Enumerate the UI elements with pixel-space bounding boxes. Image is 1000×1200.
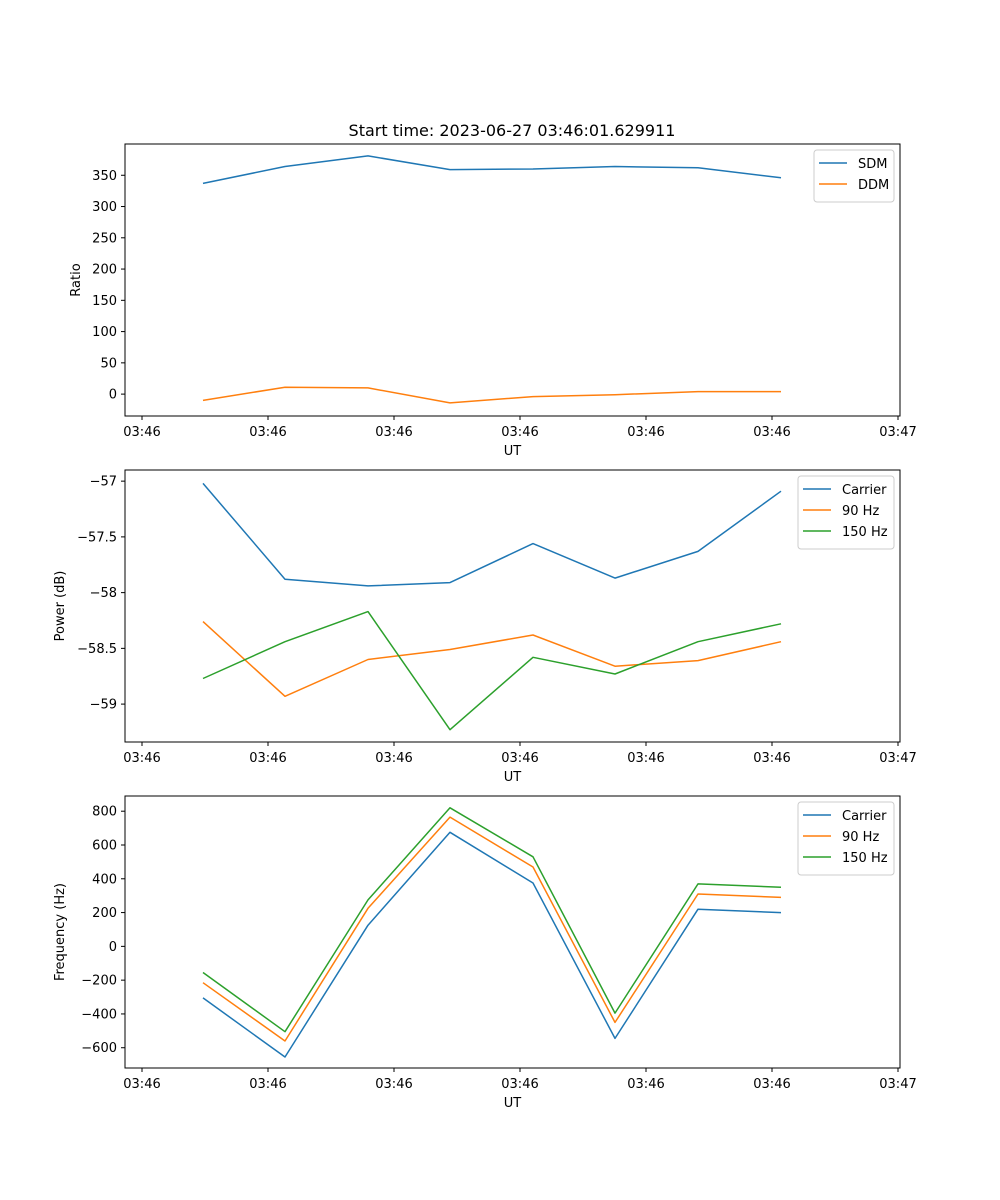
- y-tick-label: −58.5: [77, 642, 117, 657]
- legend: SDM DDM: [813, 149, 895, 203]
- y-axis-label: Ratio: [69, 263, 84, 296]
- x-tick-label: 03:47: [879, 1077, 916, 1092]
- series-line-ddm: [202, 386, 781, 404]
- x-tick-label: 03:46: [753, 751, 790, 766]
- y-tick-label: 200: [92, 263, 117, 278]
- y-tick-label: −57.5: [77, 530, 117, 545]
- x-tick-label: 03:46: [249, 425, 286, 440]
- y-tick-label: −200: [81, 974, 117, 989]
- x-tick-label: 03:46: [123, 1077, 160, 1092]
- x-tick-label: 03:46: [123, 751, 160, 766]
- x-tick-label: 03:47: [879, 751, 916, 766]
- plot-frame: [124, 469, 901, 743]
- x-tick-label: 03:46: [753, 1077, 790, 1092]
- y-tick-label: 50: [100, 356, 117, 371]
- y-tick-label: 200: [92, 906, 117, 921]
- charts-container: 03:46 03:46 03:46 03:46 03:46 03:46 03:47 0 50 10…: [53, 143, 917, 1111]
- plot-frame: [124, 143, 901, 417]
- legend-label: 150 Hz: [842, 525, 888, 540]
- legend: Carrier 90 Hz 150 Hz: [797, 801, 895, 876]
- x-tick-label: 03:46: [123, 425, 160, 440]
- series-line-150-hz: [202, 807, 782, 1033]
- chart-1: 03:46 03:46 03:46 03:46 03:46 03:46 03:47 0 50 10…: [69, 143, 917, 459]
- x-tick-label: 03:46: [627, 425, 664, 440]
- x-tick-label: 03:46: [753, 425, 790, 440]
- x-tick-label: 03:46: [501, 425, 538, 440]
- y-tick-label: −600: [81, 1041, 117, 1056]
- x-tick-label: 03:46: [627, 751, 664, 766]
- legend-label: 90 Hz: [842, 830, 879, 845]
- series-line-sdm: [202, 155, 782, 185]
- series-line-90-hz: [202, 621, 782, 698]
- y-tick-label: −58: [90, 586, 117, 601]
- x-axis-label: UT: [504, 1096, 522, 1111]
- y-tick-label: 0: [109, 388, 117, 403]
- y-tick-label: −57: [90, 475, 117, 490]
- chart-3: 03:46 03:46 03:46 03:46 03:46 03:46 03:47 −600 −…: [53, 795, 917, 1111]
- legend: Carrier 90 Hz 150 Hz: [797, 475, 895, 550]
- chart-2: 03:46 03:46 03:46 03:46 03:46 03:46 03:47 −59 −5…: [53, 469, 917, 785]
- y-tick-label: 250: [92, 231, 117, 246]
- y-tick-label: −400: [81, 1007, 117, 1022]
- y-tick-label: 600: [92, 838, 117, 853]
- y-tick-label: 300: [92, 200, 117, 215]
- x-tick-label: 03:46: [501, 751, 538, 766]
- figure-title: Start time: 2023-06-27 03:46:01.629911: [349, 121, 676, 140]
- series-line-150-hz: [202, 610, 782, 731]
- x-tick-label: 03:46: [249, 1077, 286, 1092]
- series-line-carrier: [202, 482, 782, 587]
- x-axis-label: UT: [504, 444, 522, 459]
- y-tick-label: 150: [92, 294, 117, 309]
- x-tick-label: 03:46: [375, 425, 412, 440]
- plot-frame: [124, 795, 901, 1069]
- legend-label: 90 Hz: [842, 504, 879, 519]
- x-axis-label: UT: [504, 770, 522, 785]
- y-tick-label: 800: [92, 805, 117, 820]
- y-axis-label: Power (dB): [53, 571, 68, 642]
- x-tick-label: 03:46: [627, 1077, 664, 1092]
- y-tick-label: 350: [92, 169, 117, 184]
- legend-label: SDM: [858, 157, 887, 172]
- x-tick-label: 03:47: [879, 425, 916, 440]
- x-tick-label: 03:46: [501, 1077, 538, 1092]
- y-tick-label: 400: [92, 872, 117, 887]
- y-tick-label: 0: [109, 940, 117, 955]
- x-tick-label: 03:46: [375, 751, 412, 766]
- legend-label: Carrier: [842, 483, 887, 498]
- legend-label: 150 Hz: [842, 851, 888, 866]
- x-tick-label: 03:46: [375, 1077, 412, 1092]
- y-axis-label: Frequency (Hz): [53, 883, 68, 981]
- y-tick-label: 100: [92, 325, 117, 340]
- series-line-90-hz: [202, 816, 782, 1042]
- series-line-carrier: [202, 831, 782, 1058]
- y-tick-label: −59: [90, 698, 117, 713]
- x-tick-label: 03:46: [249, 751, 286, 766]
- legend-label: DDM: [858, 178, 889, 193]
- legend-label: Carrier: [842, 809, 887, 824]
